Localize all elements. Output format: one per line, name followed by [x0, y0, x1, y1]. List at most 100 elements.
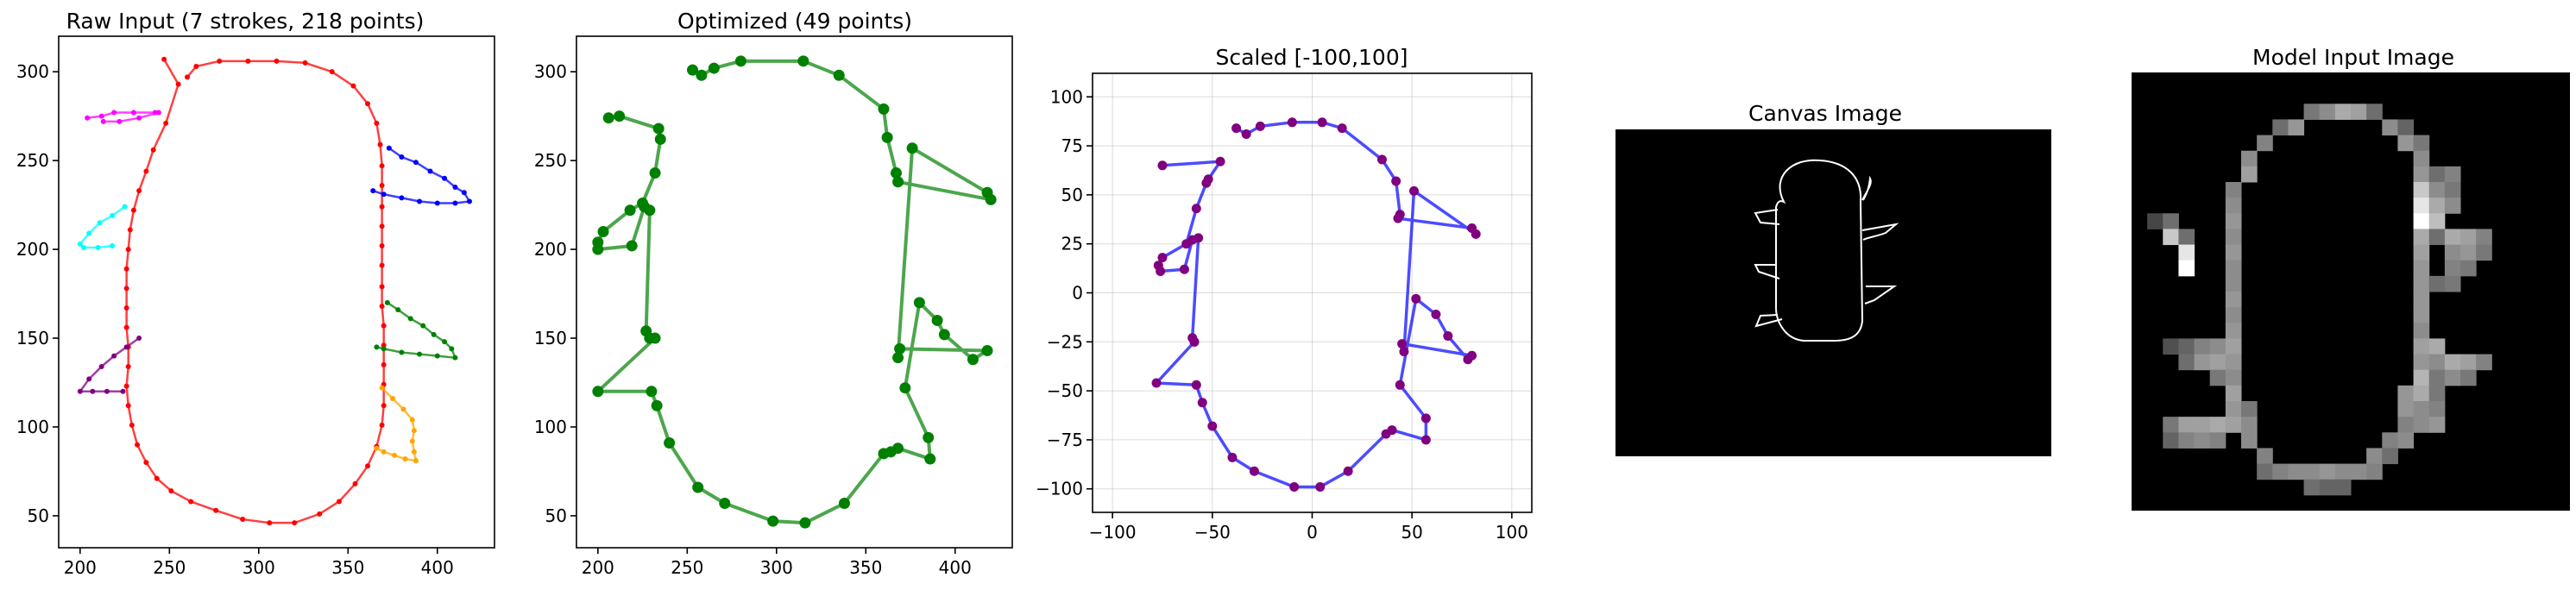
y-tick-label: 0 — [1072, 283, 1083, 304]
stroke-point — [379, 284, 385, 290]
x-tick-label: 0 — [1307, 522, 1318, 543]
stroke-line — [125, 59, 385, 524]
model-input-image — [2132, 72, 2570, 511]
scaled-point — [1156, 267, 1166, 277]
model-pixel — [2194, 432, 2211, 449]
model-pixel — [2225, 213, 2242, 229]
stroke-point — [413, 458, 419, 464]
scaled-point — [1153, 260, 1163, 271]
model-pixel — [2397, 417, 2415, 433]
model-pixel — [2476, 244, 2492, 261]
model-pixel — [2444, 369, 2461, 386]
model-pixel — [2272, 119, 2289, 136]
stroke-point — [150, 147, 156, 153]
stroke-point — [130, 110, 136, 116]
model-pixel — [2428, 385, 2446, 402]
model-pixel — [2366, 448, 2383, 465]
optimized-point — [639, 201, 651, 213]
scaled-point — [1151, 378, 1162, 388]
model-pixel — [2225, 275, 2242, 292]
model-pixel — [2225, 369, 2242, 386]
x-tick-label: 400 — [421, 557, 454, 578]
stroke-point — [452, 185, 458, 191]
model-pixel — [2178, 338, 2195, 355]
stroke-point — [381, 449, 387, 455]
model-pixel — [2413, 198, 2430, 214]
scaled-point — [1187, 235, 1198, 245]
model-pixel — [2413, 338, 2430, 355]
optimized-point — [602, 112, 614, 124]
stroke-point — [123, 266, 129, 272]
scaled-point — [1191, 204, 1201, 214]
optimized-point — [592, 236, 604, 248]
model-pixel — [2460, 244, 2477, 261]
stroke-point — [434, 200, 440, 206]
scaled-point — [1179, 264, 1189, 274]
stroke-point — [409, 438, 415, 444]
stroke-point — [442, 175, 448, 181]
optimized-point — [654, 133, 666, 145]
model-pixel — [2460, 354, 2477, 371]
stroke-point — [379, 204, 385, 210]
stroke-point — [292, 520, 298, 526]
stroke-point — [390, 396, 396, 402]
model-pixel — [2225, 401, 2242, 417]
optimized-point — [651, 399, 663, 411]
canvas-sketch — [1754, 159, 1899, 342]
scaled-point — [1194, 233, 1204, 243]
model-pixel — [2178, 432, 2195, 449]
model-pixel — [2460, 369, 2477, 386]
optimized-point — [892, 442, 904, 455]
stroke-point — [97, 220, 103, 226]
stroke-line — [376, 301, 457, 360]
stroke-point — [152, 110, 158, 116]
stroke-point — [374, 344, 380, 350]
optimized-point — [624, 204, 636, 217]
model-pixel — [2163, 229, 2179, 246]
stroke-point — [461, 190, 467, 196]
x-tick-label: 400 — [939, 557, 972, 578]
stroke-point — [407, 316, 413, 322]
model-pixel — [2225, 307, 2242, 323]
stroke-point — [127, 227, 133, 233]
model-pixel — [2460, 260, 2477, 277]
optimized-point — [967, 354, 979, 366]
model-pixel — [2476, 354, 2492, 371]
stroke-point — [417, 198, 423, 204]
model-pixel — [2178, 244, 2195, 261]
scaled-point — [1241, 129, 1251, 139]
canvas-image — [1616, 129, 2051, 456]
model-pixel — [2460, 229, 2477, 246]
optimized-point — [981, 344, 993, 356]
stroke-point — [379, 422, 385, 428]
stroke-line — [86, 111, 160, 123]
stroke-point — [110, 212, 116, 218]
stroke-point — [90, 388, 96, 394]
scaled-point — [1408, 185, 1419, 196]
stroke-point — [125, 363, 131, 369]
optimized-point — [637, 198, 649, 210]
optimized-point — [924, 453, 936, 465]
y-tick-label: 100 — [534, 417, 567, 437]
stroke-point — [381, 361, 387, 367]
model-pixel — [2413, 323, 2430, 339]
optimized-point — [644, 332, 656, 344]
model-pixel — [2413, 275, 2430, 292]
scaled-point — [1201, 178, 1212, 188]
model-pixel — [2163, 338, 2179, 355]
stroke-point — [168, 488, 174, 494]
stroke-point — [240, 517, 246, 523]
y-tick-label: 200 — [16, 239, 49, 260]
y-tick-label: 100 — [1050, 86, 1083, 107]
model-pixel — [2178, 417, 2195, 433]
model-pixel — [2209, 338, 2226, 355]
model-pixel — [2444, 260, 2461, 277]
x-tick-label: 100 — [1496, 522, 1528, 543]
stroke-point — [123, 286, 129, 292]
y-tick-label: 150 — [534, 328, 567, 348]
stroke-point — [379, 262, 385, 268]
scaled-point — [1391, 176, 1401, 186]
model-pixel — [2476, 229, 2492, 246]
y-tick-label: 250 — [534, 150, 567, 171]
model-pixel — [2413, 150, 2430, 167]
